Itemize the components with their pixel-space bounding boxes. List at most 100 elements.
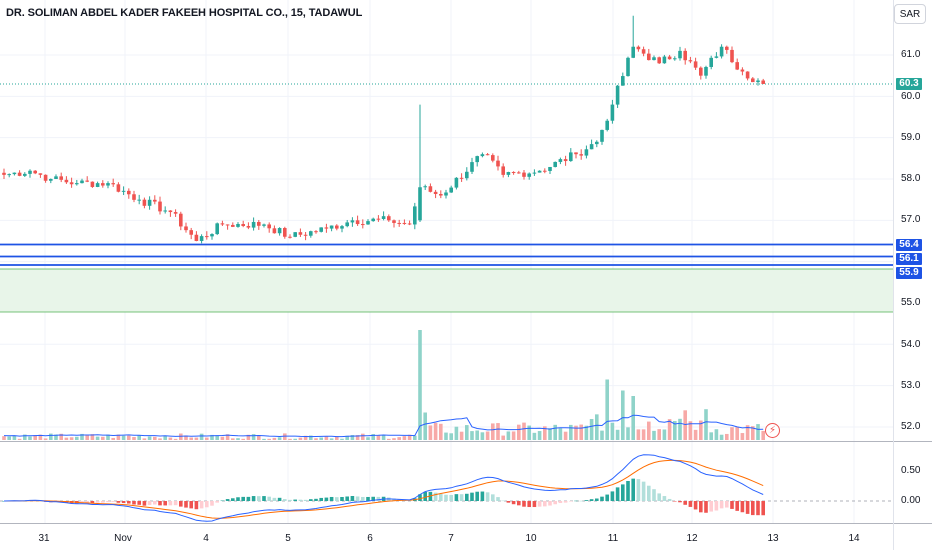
macd-histogram-bar [480, 491, 485, 501]
macd-histogram-bar [324, 497, 329, 501]
candle-body [459, 177, 464, 179]
volume-bar [678, 418, 682, 440]
candle-body [667, 56, 672, 60]
macd-histogram-bar [730, 501, 734, 509]
candlesticks[interactable] [2, 15, 765, 244]
macd-histogram-bar [205, 501, 209, 508]
macd-histogram-bar [704, 501, 708, 513]
volume-bar [402, 436, 407, 440]
time-tick: 12 [686, 533, 698, 544]
volume-bar [397, 437, 401, 440]
candle-body [231, 224, 235, 227]
candle-body [678, 50, 682, 59]
candle-body [647, 53, 651, 61]
volume-bar [324, 436, 329, 440]
macd-histogram-bar [262, 496, 266, 501]
macd-histogram-bar [329, 496, 334, 501]
candle-body [262, 224, 266, 226]
candle-body [355, 220, 360, 225]
candle-body [371, 218, 375, 222]
candle-body [205, 236, 209, 238]
macd-histogram-bar [756, 501, 760, 516]
level-badge: 56.4 [896, 239, 922, 251]
macd-histogram-bar [121, 501, 126, 504]
macd-histogram-bar [657, 493, 661, 501]
volume-bar [683, 410, 687, 440]
currency-button[interactable]: SAR [894, 4, 926, 24]
lightning-alert-icon[interactable]: ⚡︎ [765, 423, 780, 438]
volume-bar [496, 423, 500, 440]
macd-histogram-bar [319, 497, 323, 501]
volume-bar [433, 422, 438, 440]
volume-bar [350, 435, 355, 440]
price-tick: 59.0 [901, 132, 921, 143]
macd-histogram-bar [626, 481, 630, 501]
candle-body [158, 201, 162, 212]
volume-bar [584, 425, 589, 440]
macd-histogram-bar [163, 501, 167, 506]
macd-histogram-bar [610, 491, 615, 501]
macd-histogram-bar [371, 496, 375, 501]
volume-bar [2, 436, 6, 440]
macd-histogram-bar [548, 501, 552, 506]
candle-body [153, 199, 157, 202]
candle-body [428, 186, 433, 192]
volume-bar [730, 427, 734, 440]
candle-body [215, 223, 219, 235]
macd-histogram-bar [740, 501, 745, 513]
macd-histogram-bar [745, 501, 750, 514]
macd-histogram-bar [532, 501, 537, 508]
volume-bar [298, 437, 303, 440]
candle-body [272, 228, 277, 234]
macd-histogram-bar [283, 499, 287, 501]
volume-bar [615, 429, 620, 440]
candle-body [127, 190, 131, 195]
macd-histogram-bar [168, 501, 173, 506]
volume-bar [64, 437, 69, 440]
candle-body [38, 173, 43, 175]
volume-bar [387, 438, 391, 440]
candle-body [314, 231, 318, 233]
price-tick: 57.0 [901, 214, 921, 225]
macd-histogram-bar [116, 501, 121, 503]
volume-bar [610, 422, 615, 440]
macd-histogram-bar [558, 501, 563, 504]
volume-bar [69, 437, 74, 440]
volume-bar [439, 423, 443, 440]
volume-bar [657, 429, 661, 440]
volume-bar [283, 433, 287, 440]
macd-histogram-bar [106, 501, 110, 503]
candle-body [387, 216, 391, 221]
macd-histogram-bar [621, 484, 625, 501]
macd-histogram-bar [693, 501, 698, 510]
volume-bar [647, 421, 651, 440]
macd-tick: 0.00 [901, 495, 921, 506]
macd-histogram-bar [361, 496, 365, 501]
volume-bar [709, 432, 713, 440]
candle-body [485, 154, 490, 156]
volume-bar [407, 434, 412, 440]
volume-bar [17, 438, 22, 440]
macd-histogram-bar [314, 498, 318, 501]
macd-histogram-bar [459, 494, 464, 501]
macd-histogram-bar [298, 499, 303, 501]
volume-bar [314, 438, 318, 440]
candle-body [246, 225, 251, 228]
candle-body [194, 234, 199, 241]
candle-body [54, 176, 58, 179]
candle-body [366, 221, 370, 225]
level-badge: 55.9 [896, 267, 922, 279]
candle-body [324, 227, 329, 229]
candle-body [480, 154, 485, 157]
candle-body [444, 192, 448, 196]
candle-body [210, 234, 214, 237]
volume-bar [335, 436, 339, 440]
volume-bar [38, 434, 43, 440]
volume-bar [121, 435, 126, 440]
macd-histogram-bar [569, 501, 573, 502]
candle-body [293, 232, 297, 237]
grid-lines [0, 0, 893, 523]
candle-body [511, 172, 516, 174]
